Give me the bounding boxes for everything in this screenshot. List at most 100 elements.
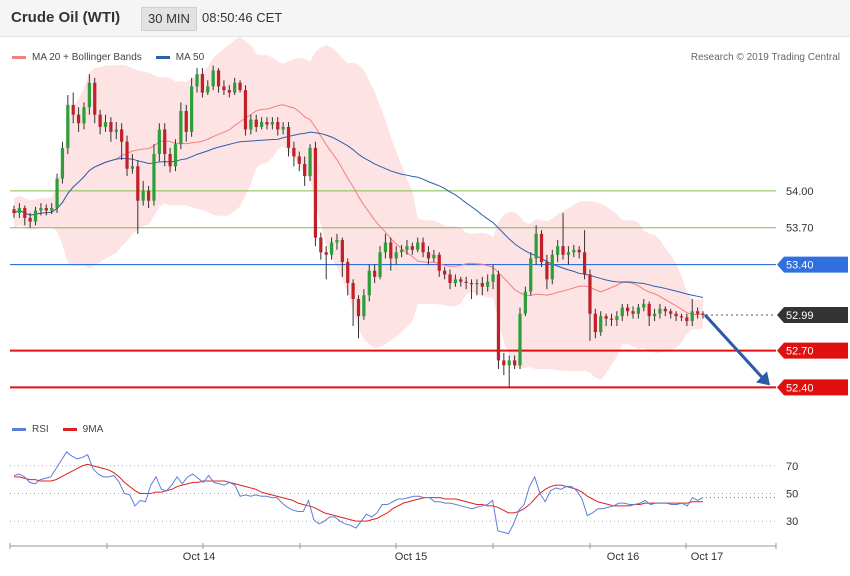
candle-65: [362, 289, 366, 320]
candle-body: [518, 313, 522, 366]
candle-66: [367, 264, 371, 302]
rsi-label: RSI: [32, 424, 49, 435]
candle-body: [642, 303, 646, 308]
candle-body: [130, 166, 135, 169]
candle-27: [157, 123, 161, 162]
candle-47: [265, 117, 269, 130]
candle-76: [421, 237, 425, 258]
candle-body: [23, 208, 27, 218]
candle-body: [200, 74, 205, 93]
candle-15: [93, 77, 97, 124]
candle-body: [545, 262, 549, 280]
candle-body: [281, 126, 285, 130]
candle-123: [674, 311, 678, 322]
ma20-swatch-icon: [12, 56, 26, 59]
candle-86: [475, 279, 479, 296]
candle-body: [362, 295, 366, 317]
candle-body: [60, 147, 65, 179]
candle-46: [259, 117, 264, 130]
rsi-line: [13, 451, 704, 535]
interval-button[interactable]: 30 MIN: [141, 7, 197, 31]
candle-59: [329, 237, 334, 260]
candle-1: [17, 203, 21, 218]
candle-125: [685, 313, 689, 326]
candle-58: [324, 246, 328, 280]
candle-51: [286, 122, 291, 157]
candle-128: [701, 311, 705, 319]
candle-body: [486, 281, 490, 287]
candle-body: [136, 166, 140, 201]
candle-7: [50, 203, 54, 215]
candle-body: [669, 311, 673, 314]
candle-103: [566, 246, 571, 265]
candle-body: [556, 246, 560, 255]
candle-35: [200, 68, 205, 98]
candle-body: [453, 279, 458, 283]
candle-78: [432, 249, 436, 263]
rsi-tick-70: 70: [786, 461, 798, 473]
candle-body: [679, 316, 684, 318]
candle-124: [679, 313, 684, 322]
level-label-52.40: 52.40: [786, 382, 814, 394]
candle-body: [701, 313, 705, 315]
forecast-arrow-shaft: [703, 313, 766, 381]
candle-body: [168, 154, 172, 167]
candle-body: [609, 318, 614, 320]
candle-119: [652, 308, 657, 322]
candle-body: [216, 70, 221, 87]
candle-body: [28, 217, 32, 222]
candle-41: [233, 77, 237, 96]
candle-13: [82, 102, 86, 130]
candle-62: [346, 258, 350, 296]
legend-9ma: 9MA: [62, 424, 104, 435]
candle-26: [152, 144, 156, 206]
candle-body: [577, 249, 581, 253]
candle-body: [222, 86, 226, 91]
candle-77: [426, 246, 431, 265]
x-label-1: Oct 15: [395, 551, 427, 563]
candle-body: [254, 119, 258, 127]
candle-44: [249, 114, 253, 135]
candle-120: [658, 303, 662, 319]
candle-body: [572, 249, 576, 253]
candle-39: [222, 80, 226, 96]
candle-32: [184, 104, 188, 142]
ma9-label: 9MA: [82, 424, 104, 435]
candle-93: [512, 355, 517, 369]
candle-body: [195, 74, 199, 87]
candle-body: [93, 82, 97, 115]
candle-105: [577, 246, 581, 259]
candle-79: [437, 252, 441, 277]
candle-40: [227, 85, 231, 98]
candle-101: [556, 240, 560, 263]
candle-body: [98, 114, 102, 127]
candle-body: [152, 154, 156, 201]
candle-body: [534, 233, 538, 259]
chart-header: Crude Oil (WTI) 30 MIN 08:50:46 CET: [0, 0, 850, 37]
candle-body: [663, 308, 667, 312]
x-label-0: Oct 14: [183, 551, 215, 563]
candle-17: [103, 114, 108, 132]
candle-68: [378, 246, 382, 280]
candle-body: [39, 208, 43, 211]
candle-75: [416, 237, 420, 253]
candle-63: [351, 279, 355, 326]
candle-body: [125, 141, 129, 169]
candle-115: [631, 306, 635, 319]
candle-body: [114, 129, 118, 132]
ma50-line: [13, 131, 704, 299]
candle-90: [496, 270, 501, 369]
level-tag-bg: [777, 379, 848, 396]
candle-body: [475, 283, 479, 285]
candle-body: [652, 313, 657, 317]
candle-19: [114, 122, 118, 140]
candle-body: [631, 311, 635, 314]
candle-118: [647, 301, 651, 326]
candle-body: [620, 307, 624, 317]
candle-73: [405, 240, 409, 255]
candle-body: [373, 270, 377, 277]
ma50-swatch-icon: [155, 56, 170, 59]
candle-body: [437, 254, 441, 271]
candle-body: [184, 111, 188, 132]
